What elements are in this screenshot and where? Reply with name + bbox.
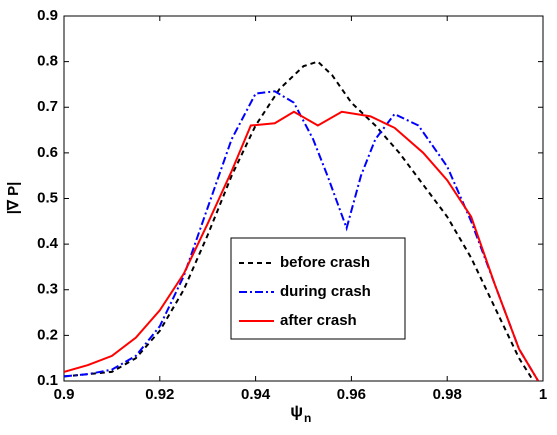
x-tick-label: 0.9: [54, 386, 75, 403]
legend-box: [230, 237, 406, 340]
legend-label: after crash: [280, 312, 357, 329]
series-group: [64, 60, 540, 381]
y-axis-label: |∇ P|: [5, 182, 22, 215]
legend-label: during crash: [280, 283, 371, 300]
y-tick-label: 0.7: [37, 98, 58, 115]
x-tick-label: 0.92: [145, 386, 174, 403]
series-line: [64, 60, 535, 381]
y-tick-label: 0.9: [37, 7, 58, 24]
x-tick-label: 0.94: [241, 386, 271, 403]
x-tick-label: 0.98: [433, 386, 462, 403]
x-tick-label: 0.96: [337, 386, 366, 403]
y-tick-label: 0.8: [37, 53, 58, 70]
y-tick-label: 0.3: [37, 281, 58, 298]
series-line: [64, 110, 540, 381]
x-axis-label: ψ: [290, 401, 303, 420]
y-tick-label: 0.5: [37, 189, 58, 206]
series-line: [64, 90, 540, 381]
y-tick-label: 0.2: [37, 326, 58, 343]
legend-label: before crash: [280, 254, 370, 271]
y-tick-label: 0.1: [37, 372, 58, 389]
x-tick-label: 1: [539, 386, 547, 403]
y-tick-label: 0.6: [37, 144, 58, 161]
x-axis-label-subscript: n: [304, 411, 311, 425]
y-tick-label: 0.4: [37, 235, 59, 252]
